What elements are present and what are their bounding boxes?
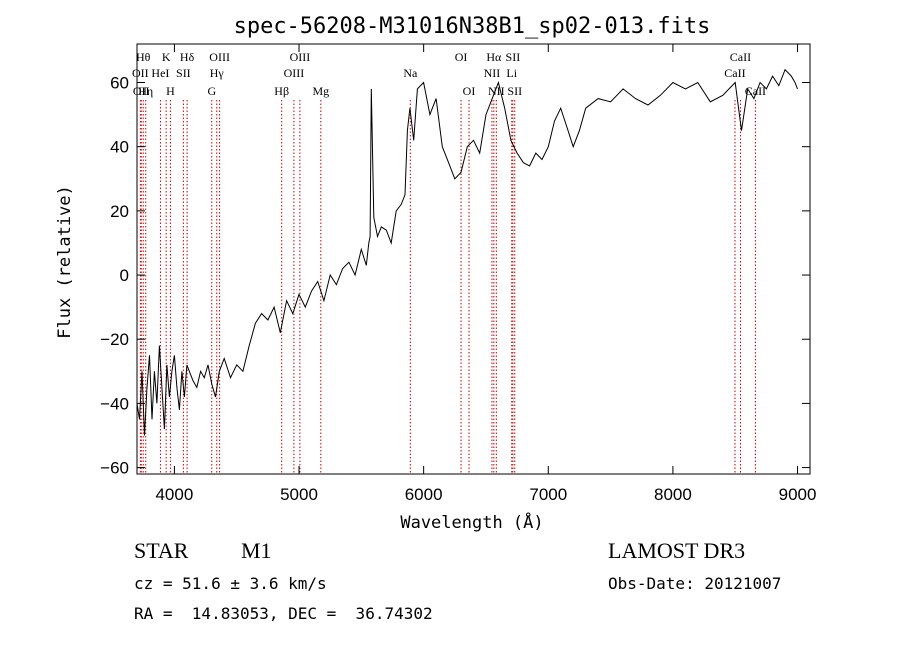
- spectrum-line: [136, 68, 798, 436]
- y-tick-label: −60: [100, 459, 129, 478]
- line-label: Hα: [486, 50, 502, 64]
- y-tick-label: 20: [110, 202, 129, 221]
- line-label: OI: [463, 84, 476, 98]
- line-label: SII: [507, 84, 522, 98]
- line-label: NII: [488, 84, 505, 98]
- x-tick-label: 9000: [779, 485, 817, 504]
- line-label: SII: [506, 50, 521, 64]
- line-label: Li: [506, 66, 517, 80]
- line-label: G: [207, 84, 216, 98]
- y-tick-label: −40: [100, 394, 129, 413]
- object-class: STAR: [134, 538, 189, 563]
- redshift-velocity: cz = 51.6 ± 3.6 km/s: [134, 574, 327, 593]
- line-label: OI: [455, 50, 468, 64]
- y-tick-label: 60: [110, 74, 129, 93]
- x-tick-label: 7000: [529, 485, 567, 504]
- line-label: K: [162, 50, 171, 64]
- line-label: OIII: [284, 66, 305, 80]
- y-tick-label: 40: [110, 138, 129, 157]
- object-subclass: M1: [241, 538, 272, 563]
- y-tick-label: 0: [120, 266, 129, 285]
- x-tick-label: 6000: [405, 485, 443, 504]
- plot-frame: [136, 43, 811, 475]
- line-label: Hθ: [136, 50, 151, 64]
- x-tick-label: 5000: [280, 485, 318, 504]
- line-label: Hβ: [274, 84, 289, 98]
- y-axis-label: Flux (relative): [55, 185, 75, 339]
- line-label: NII: [484, 66, 501, 80]
- line-label: Mg: [312, 84, 329, 98]
- line-label: CaII: [724, 66, 745, 80]
- line-label: SII: [176, 66, 191, 80]
- survey-name: LAMOST DR3: [608, 538, 746, 563]
- x-axis-label: Wavelength (Å): [400, 511, 543, 533]
- line-label: OII: [132, 66, 149, 80]
- line-label: Na: [403, 66, 418, 80]
- line-label: HeI: [151, 66, 169, 80]
- spectrum-chart: spec-56208-M31016N38B1_sp02-013.fits Hθ O…: [55, 14, 817, 533]
- sky-coordinates: RA = 14.83053, DEC = 36.74302: [134, 604, 433, 623]
- line-label: Hγ: [210, 66, 225, 80]
- line-label: Hδ: [180, 50, 195, 64]
- line-label: H: [166, 84, 175, 98]
- line-label: CaII: [745, 84, 766, 98]
- line-label: CaII: [730, 50, 751, 64]
- x-tick-label: 8000: [654, 485, 692, 504]
- chart-title: spec-56208-M31016N38B1_sp02-013.fits: [234, 14, 711, 39]
- line-label: OIII: [209, 50, 230, 64]
- line-label: Hη: [138, 84, 153, 98]
- y-tick-label: −20: [100, 330, 129, 349]
- observation-date: Obs-Date: 20121007: [608, 574, 782, 593]
- x-tick-label: 4000: [155, 485, 193, 504]
- line-label: OIII: [290, 50, 311, 64]
